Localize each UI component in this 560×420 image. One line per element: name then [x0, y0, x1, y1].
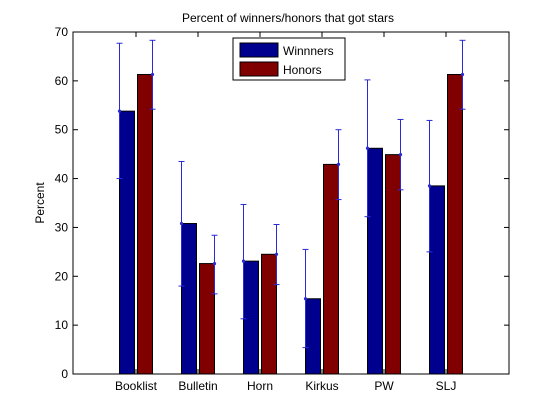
error-marker	[336, 162, 341, 167]
chart-title: Percent of winners/honors that got stars	[182, 11, 394, 25]
error-marker	[365, 146, 370, 150]
error-marker	[398, 153, 403, 157]
error-marker	[150, 72, 155, 77]
error-marker	[117, 109, 122, 113]
error-marker	[179, 221, 184, 226]
bar-winners	[243, 260, 259, 375]
error-marker	[274, 252, 279, 256]
x-tick-label: Booklist	[115, 379, 158, 393]
bar-winners	[367, 147, 383, 375]
legend-label: Honors	[283, 63, 322, 77]
error-marker	[241, 259, 246, 263]
y-tick-label: 70	[55, 25, 69, 39]
bar-honors	[261, 253, 277, 375]
plot-area: 0 10 20 30 40 50 60 70 Booklist Bulletin Horn Kirku…	[55, 25, 510, 393]
y-tick-label: 50	[55, 123, 69, 137]
bar-honors	[323, 163, 339, 375]
bar-winners	[181, 223, 197, 375]
error-marker	[427, 184, 432, 188]
x-tick-label: PW	[374, 379, 394, 393]
bar-winners	[119, 110, 135, 375]
x-tick-label: SLJ	[436, 379, 457, 393]
y-tick-label: 10	[55, 318, 69, 332]
bar-honors	[199, 263, 215, 375]
y-axis-label: Percent	[33, 182, 47, 224]
legend-swatch	[239, 61, 279, 77]
y-tick-label: 40	[55, 172, 69, 186]
bar-honors	[447, 74, 463, 375]
bar-winners	[305, 298, 321, 375]
y-tick-label: 30	[55, 220, 69, 234]
y-tick-label: 20	[55, 269, 69, 283]
bar-honors	[385, 154, 401, 375]
bar-winners	[429, 185, 445, 375]
error-marker	[212, 261, 217, 266]
error-marker	[460, 72, 465, 77]
x-tick-label: Kirkus	[305, 379, 338, 393]
y-tick-label: 60	[55, 74, 69, 88]
legend-swatch	[239, 42, 279, 58]
legend-label: Winnners	[283, 44, 334, 58]
legend: Winnners Honors	[232, 37, 346, 81]
error-marker	[303, 297, 308, 301]
x-tick-label: Horn	[247, 379, 273, 393]
y-tick-label: 0	[61, 367, 68, 381]
bar-honors	[137, 74, 153, 375]
x-tick-label: Bulletin	[178, 379, 217, 393]
